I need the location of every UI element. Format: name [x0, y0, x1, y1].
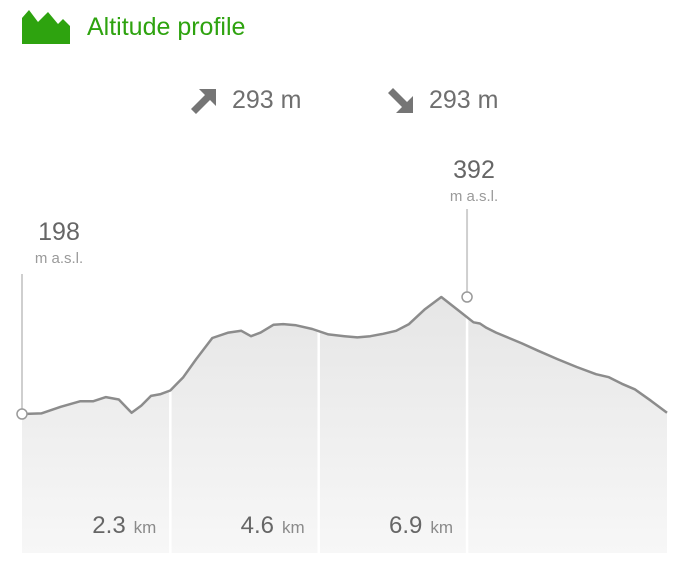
ascent-value: 293 m [232, 86, 302, 114]
start-marker [16, 408, 28, 420]
elevation-line [21, 295, 668, 416]
elevation-area [22, 297, 667, 553]
x-tick-label: 6.9 km [389, 512, 453, 539]
section-header: Altitude profile [22, 10, 245, 44]
descent-stat: 293 m [387, 86, 498, 115]
x-tick-label: 4.6 km [241, 512, 305, 539]
start-elevation-unit: m a.s.l. [35, 250, 83, 267]
descent-value: 293 m [429, 86, 499, 114]
start-elevation-value: 198 [38, 218, 80, 246]
arrow-down-right-icon [388, 87, 413, 113]
max-marker [461, 291, 473, 303]
ascent-stat: 293 m [190, 86, 301, 115]
mountain-icon [22, 10, 70, 44]
section-title: Altitude profile [87, 12, 246, 41]
arrow-up-right-icon [191, 88, 216, 114]
max-elevation-value: 392 [453, 156, 495, 184]
x-tick-label: 2.3 km [92, 512, 156, 539]
max-elevation-unit: m a.s.l. [450, 188, 498, 205]
